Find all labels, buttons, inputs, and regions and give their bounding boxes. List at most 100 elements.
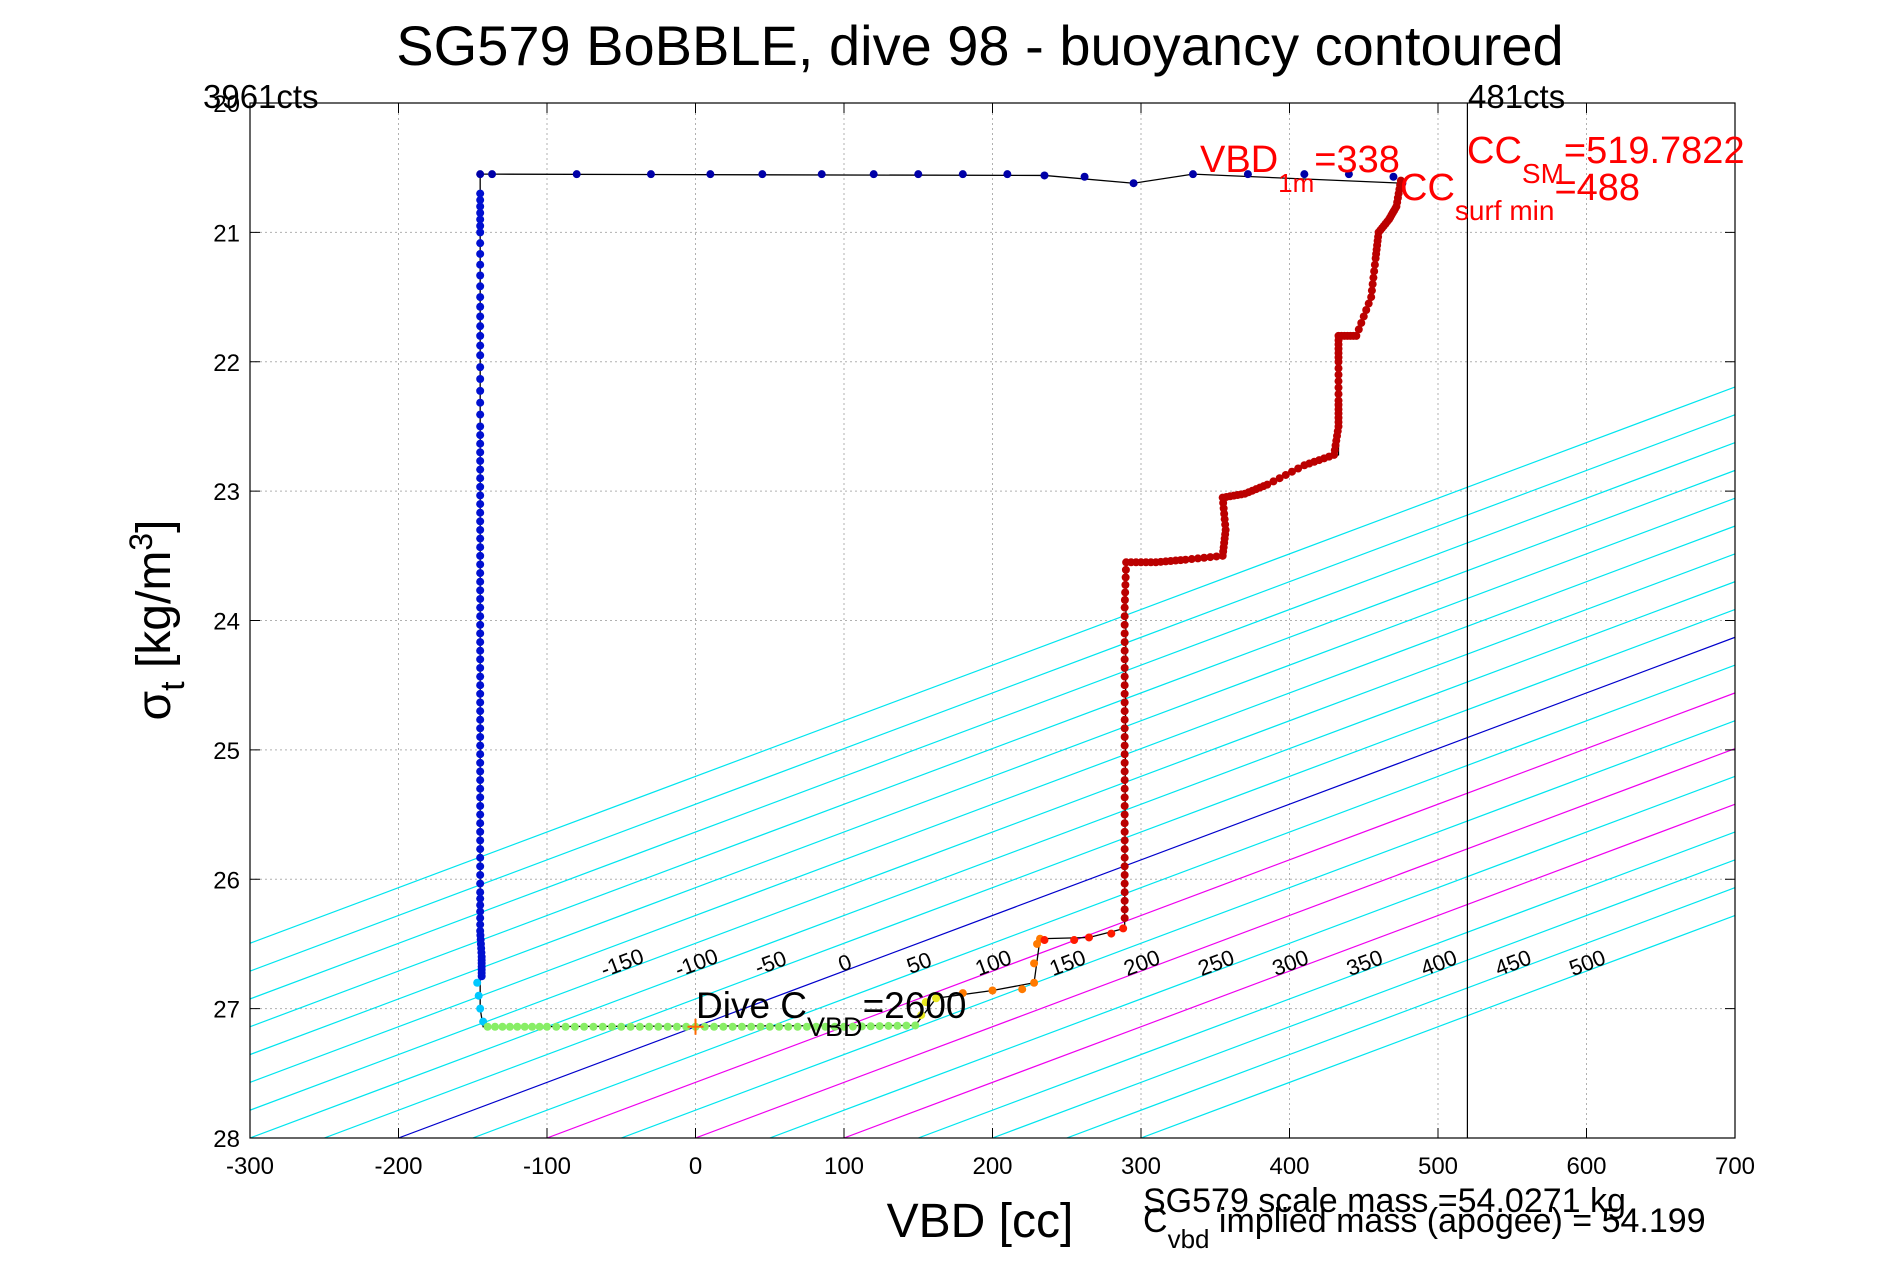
data-point-ascent bbox=[1357, 318, 1366, 327]
data-point-down-column bbox=[476, 655, 485, 664]
x-tick-label: 0 bbox=[689, 1153, 702, 1180]
data-point-down-column bbox=[476, 577, 485, 586]
data-point-ascent bbox=[1206, 553, 1215, 562]
y-tick-label: 21 bbox=[213, 220, 240, 247]
data-point-descent bbox=[958, 170, 967, 179]
data-point-descent bbox=[1040, 171, 1049, 180]
data-point-pump bbox=[866, 1022, 875, 1031]
data-point-down-column bbox=[476, 363, 485, 372]
cc-sm-sub: SM bbox=[1522, 158, 1564, 189]
data-point-down-column bbox=[476, 750, 485, 759]
data-point-descent bbox=[1080, 172, 1089, 181]
data-point-pump bbox=[719, 1022, 728, 1031]
data-point-down-column bbox=[477, 972, 486, 981]
y-tick-label: 25 bbox=[213, 738, 240, 765]
data-point-down-column bbox=[476, 491, 485, 500]
data-point-descent bbox=[1243, 170, 1252, 179]
data-point-down-column bbox=[476, 681, 485, 690]
data-point-ascent bbox=[1120, 776, 1129, 785]
data-point-pump bbox=[911, 1021, 920, 1030]
y-label-sub: t bbox=[154, 681, 192, 691]
data-point-ascent bbox=[1120, 646, 1129, 655]
data-point-pump bbox=[498, 1022, 507, 1031]
data-point-ascent bbox=[1334, 383, 1343, 392]
data-point-down-column bbox=[476, 341, 485, 350]
data-point-ascent bbox=[1367, 286, 1376, 295]
data-point-pump bbox=[756, 1022, 765, 1031]
data-point-down-column bbox=[476, 853, 485, 862]
data-point-pump bbox=[737, 1022, 746, 1031]
data-point-down-column bbox=[476, 784, 485, 793]
data-point-ascent bbox=[1120, 724, 1129, 733]
data-point-ascent bbox=[1120, 888, 1129, 897]
implied-pre: C bbox=[1143, 1202, 1168, 1240]
data-point-ascent bbox=[1120, 655, 1129, 664]
y-tick-label: 27 bbox=[213, 997, 240, 1024]
data-point-pump bbox=[784, 1022, 793, 1031]
data-point-pump bbox=[552, 1022, 561, 1031]
data-point-pump bbox=[902, 1021, 911, 1030]
top-right-counts: 481cts bbox=[1468, 78, 1565, 115]
data-point-ascent bbox=[1354, 325, 1363, 334]
vbd-1m-post: =338 bbox=[1314, 139, 1400, 181]
data-point-down-column bbox=[476, 810, 485, 819]
data-point-pump bbox=[626, 1022, 635, 1031]
data-point-ascent bbox=[1120, 870, 1129, 879]
y-tick-label: 24 bbox=[213, 609, 240, 636]
data-point-apogee bbox=[476, 1004, 485, 1013]
x-tick-label: 600 bbox=[1566, 1153, 1606, 1180]
data-point-down-column bbox=[476, 465, 485, 474]
data-point-ascent bbox=[1120, 715, 1129, 724]
data-point-pump bbox=[645, 1022, 654, 1031]
data-point-down-column bbox=[476, 482, 485, 491]
data-point-pump bbox=[570, 1022, 579, 1031]
data-point-pump bbox=[607, 1022, 616, 1031]
data-point-pump bbox=[884, 1021, 893, 1030]
y-label-sigma: σ bbox=[128, 691, 181, 721]
data-point-pump bbox=[528, 1022, 537, 1031]
data-point-pump bbox=[893, 1021, 902, 1030]
data-point-ascent bbox=[1120, 784, 1129, 793]
data-point-pump bbox=[535, 1022, 544, 1031]
data-point-down-column bbox=[476, 569, 485, 578]
data-point-ascent bbox=[1187, 555, 1196, 564]
contour-line bbox=[250, 553, 1735, 1111]
data-point-down-column bbox=[476, 741, 485, 750]
data-point-down-column bbox=[476, 439, 485, 448]
data-point-down-column bbox=[476, 620, 485, 629]
data-point-pump bbox=[812, 1022, 821, 1031]
data-point-down-column bbox=[476, 525, 485, 534]
data-point-ascent bbox=[1294, 464, 1303, 473]
data-point-ascent bbox=[1120, 810, 1129, 819]
data-point-down-column bbox=[476, 672, 485, 681]
data-point-pump bbox=[491, 1022, 500, 1031]
data-point-descent bbox=[1003, 170, 1012, 179]
data-point-ascent bbox=[1370, 267, 1379, 276]
data-point-ascent bbox=[1120, 689, 1129, 698]
data-point-pump bbox=[654, 1022, 663, 1031]
data-point-pump bbox=[663, 1022, 672, 1031]
data-point-down-column bbox=[476, 594, 485, 603]
contour-line bbox=[250, 497, 1735, 1056]
data-point-ascent bbox=[1364, 299, 1373, 308]
data-point-ascent bbox=[1121, 588, 1130, 597]
data-point-ascent bbox=[1120, 845, 1129, 854]
data-point-climb-orange bbox=[1018, 985, 1027, 994]
data-point-descent bbox=[817, 170, 826, 179]
data-point-ascent bbox=[1120, 793, 1129, 802]
data-point-down-column bbox=[476, 474, 485, 483]
data-point-down-column bbox=[476, 907, 485, 916]
data-point-down-column bbox=[476, 189, 485, 198]
data-point-ascent bbox=[1334, 364, 1343, 373]
contour-line bbox=[324, 608, 1735, 1138]
data-point-pump bbox=[857, 1022, 866, 1031]
data-point-climb-red bbox=[1040, 936, 1049, 945]
contour-line bbox=[992, 859, 1735, 1138]
data-point-pump bbox=[635, 1022, 644, 1031]
implied-post: implied mass (apogee) = 54.199 bbox=[1209, 1202, 1705, 1240]
data-point-ascent bbox=[1120, 801, 1129, 810]
data-point-climb-orange bbox=[958, 989, 967, 998]
data-point-ascent bbox=[1362, 306, 1371, 314]
data-point-down-column bbox=[476, 249, 485, 258]
data-point-ascent bbox=[1193, 554, 1202, 563]
